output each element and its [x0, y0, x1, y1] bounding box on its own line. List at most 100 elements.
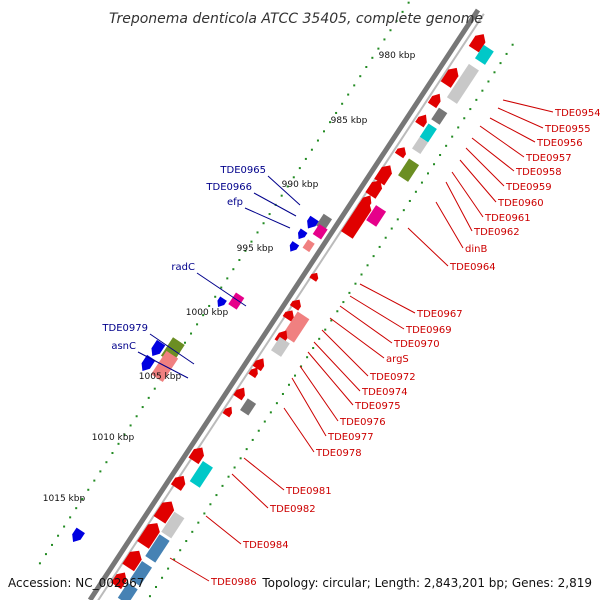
tick-dot: [407, 1, 410, 4]
tick-dot: [312, 347, 315, 350]
gene-label-forward: TDE0981: [285, 486, 332, 497]
gene-label-forward: TDE0962: [473, 227, 520, 238]
tick-dot: [433, 163, 436, 166]
tick-dot: [347, 93, 350, 96]
gene-feature: [298, 228, 308, 240]
gene-feature: [302, 239, 315, 253]
gene-label-reverse: TDE0965: [219, 165, 266, 176]
tick-dot: [221, 484, 224, 487]
gene-label-forward: argS: [386, 354, 409, 365]
tick-dot: [353, 84, 356, 87]
gene-feature: [188, 447, 205, 465]
tick-dot: [81, 497, 84, 500]
gene-feature: [474, 44, 494, 65]
gene-feature: [151, 339, 166, 356]
tick-dot: [57, 534, 60, 537]
gene-label-forward: TDE0958: [515, 167, 562, 178]
gene-feature: [122, 550, 142, 572]
gene-feature: [366, 205, 387, 227]
tick-dot: [99, 470, 102, 473]
tick-dot: [365, 66, 368, 69]
label-leader-line: [321, 329, 369, 377]
gene-feature: [440, 67, 459, 88]
tick-dot: [348, 291, 351, 294]
label-leader-line: [253, 192, 297, 217]
label-leader-line: [339, 305, 393, 344]
gene-label-forward: TDE0957: [525, 153, 572, 164]
gene-feature: [394, 147, 406, 159]
gene-feature: [170, 475, 186, 491]
tick-dot: [233, 466, 236, 469]
gene-label-reverse: TDE0979: [101, 323, 148, 334]
gene-feature: [189, 461, 213, 488]
gene-feature: [419, 123, 437, 143]
gene-label-forward: TDE0984: [242, 540, 289, 551]
tick-dot: [244, 249, 247, 252]
tick-dot: [359, 75, 362, 78]
tick-dot: [390, 227, 393, 230]
tick-dot: [251, 438, 254, 441]
gene-feature: [282, 310, 294, 322]
gene-feature: [427, 93, 441, 109]
tick-dot: [414, 190, 417, 193]
tick-dot: [197, 521, 200, 524]
label-leader-line: [299, 365, 339, 422]
tick-dot: [306, 356, 309, 359]
gene-feature: [446, 63, 479, 104]
label-leader-line: [137, 351, 189, 379]
gene-label-forward: TDE0964: [449, 262, 496, 273]
tick-dot: [481, 89, 484, 92]
gene-label-forward: TDE0982: [269, 504, 316, 515]
tick-dot: [202, 314, 205, 317]
gene-label-forward: TDE0954: [554, 108, 600, 119]
gene-feature: [222, 406, 233, 418]
gene-feature: [307, 215, 319, 229]
tick-dot: [250, 240, 253, 243]
gene-label-forward: TDE0969: [405, 325, 452, 336]
gene-feature: [141, 354, 156, 372]
gene-feature: [282, 311, 310, 343]
label-leader-line: [445, 181, 473, 232]
gene-label-forward: TDE0976: [339, 417, 386, 428]
tick-dot: [87, 488, 90, 491]
tick-label: 990 kbp: [282, 180, 319, 190]
tick-dot: [286, 185, 289, 188]
tick-dot: [239, 457, 242, 460]
tick-dot: [445, 144, 448, 147]
gene-label-forward: TDE0978: [315, 448, 362, 459]
gene-label-forward: TDE0972: [369, 372, 416, 383]
label-leader-line: [349, 295, 405, 330]
tick-dot: [389, 29, 392, 32]
tick-dot: [268, 213, 271, 216]
gene-feature: [415, 114, 427, 128]
tick-dot: [505, 52, 508, 55]
tick-dot: [214, 295, 217, 298]
tick-dot: [451, 135, 454, 138]
tick-dot: [183, 341, 186, 344]
gene-label-forward: TDE0960: [497, 198, 544, 209]
gene-label-forward: TDE0959: [505, 182, 552, 193]
genome-summary-text: Topology: circular; Length: 2,843,201 bp…: [261, 576, 592, 590]
label-leader-line: [451, 171, 484, 218]
gene-feature: [240, 398, 257, 416]
tick-dot: [493, 71, 496, 74]
gene-label-forward: TDE0975: [354, 401, 401, 412]
tick-dot: [69, 516, 72, 519]
tick-dot: [372, 255, 375, 258]
gene-feature: [72, 527, 85, 543]
label-leader-line: [359, 283, 416, 314]
tick-dot: [208, 304, 211, 307]
backbone-line: [87, 8, 481, 600]
tick-dot: [185, 540, 188, 543]
tick-dot: [215, 494, 218, 497]
gene-feature: [217, 296, 227, 308]
tick-label: 995 kbp: [237, 244, 274, 254]
gene-feature: [153, 501, 175, 524]
label-leader-line: [329, 317, 385, 359]
tick-dot: [167, 567, 170, 570]
tick-dot: [401, 10, 404, 13]
tick-dot: [196, 323, 199, 326]
tick-dot: [141, 406, 144, 409]
label-leader-line: [291, 377, 327, 437]
